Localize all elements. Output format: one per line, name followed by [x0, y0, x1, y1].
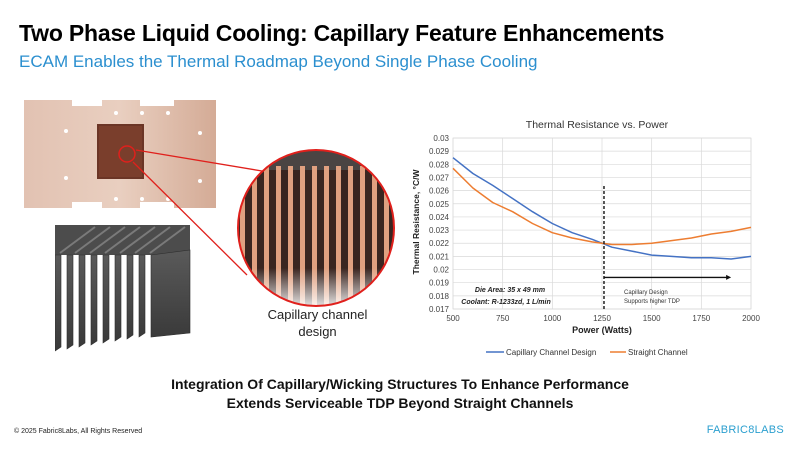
x-axis-ticks: 500 750 1000 1250 1500 1750 2000 [446, 314, 760, 323]
caption-line-1: Capillary channel [267, 307, 368, 322]
y-tick-label: 0.027 [429, 173, 450, 182]
x-tick-label: 1250 [593, 314, 611, 323]
die-area-note: Die Area: 35 x 49 mm [475, 287, 545, 294]
arrow-head-icon [726, 274, 732, 280]
slide-subtitle: ECAM Enables the Thermal Roadmap Beyond … [19, 52, 538, 71]
y-tick-label: 0.025 [429, 200, 450, 209]
y-axis-ticks: 0.017 0.018 0.019 0.02 0.021 0.022 0.023 0.024 0… [429, 134, 450, 314]
thermal-resistance-chart: Thermal Resistance vs. Power 0.0170.0180… [411, 119, 760, 357]
chart-title: Thermal Resistance vs. Power [526, 119, 669, 131]
y-tick-label: 0.029 [429, 147, 450, 156]
y-tick-label: 0.022 [429, 239, 450, 248]
legend-capillary: Capillary Channel Design [506, 348, 596, 357]
capillary-caption: Capillary channel design [250, 306, 385, 340]
capillary-zoom-image [237, 149, 395, 307]
key-takeaway: Integration Of Capillary/Wicking Structu… [0, 375, 800, 413]
chart-legend: Capillary Channel Design Straight Channe… [486, 348, 688, 357]
x-tick-label: 1000 [543, 314, 561, 323]
copyright-notice: © 2025 Fabric8Labs, All Rights Reserved [14, 428, 143, 435]
logo-light: LABS [754, 424, 784, 436]
y-axis-label: Thermal Resistance, °C/W [411, 169, 421, 275]
chart-grid [452, 137, 752, 310]
takeaway-line-2: Extends Serviceable TDP Beyond Straight … [226, 395, 574, 411]
logo-bold: FABRIC8 [706, 424, 755, 436]
x-tick-label: 1500 [643, 314, 661, 323]
y-tick-label: 0.03 [433, 134, 449, 143]
x-tick-label: 500 [446, 314, 460, 323]
series-line-1 [452, 167, 752, 246]
y-tick-label: 0.019 [429, 279, 450, 288]
takeaway-line-1: Integration Of Capillary/Wicking Structu… [171, 376, 629, 392]
x-tick-label: 750 [496, 314, 510, 323]
coolant-note: Coolant: R-1233zd, 1 L/min [461, 299, 550, 306]
fabric8labs-logo: FABRIC8LABS [707, 424, 784, 436]
x-tick-label: 2000 [742, 314, 760, 323]
slide-title: Two Phase Liquid Cooling: Capillary Feat… [19, 20, 665, 46]
chart-annotations: Die Area: 35 x 49 mm Coolant: R-1233zd, … [461, 186, 732, 309]
y-tick-label: 0.021 [429, 252, 450, 261]
y-tick-label: 0.028 [429, 160, 450, 169]
callout-line-2: Supports higher TDP [624, 299, 680, 305]
x-tick-label: 1750 [692, 314, 710, 323]
y-tick-label: 0.018 [429, 292, 450, 301]
x-axis-label: Power (Watts) [572, 325, 632, 335]
chart-series [452, 157, 752, 260]
y-tick-label: 0.023 [429, 226, 450, 235]
callout-line-1: Capillary Design [624, 290, 668, 296]
y-tick-label: 0.024 [429, 213, 450, 222]
cold-plate-image [24, 100, 216, 208]
y-tick-label: 0.026 [429, 187, 450, 196]
legend-straight: Straight Channel [628, 348, 688, 357]
y-tick-label: 0.02 [433, 266, 449, 275]
caption-line-2: design [298, 324, 337, 339]
y-tick-label: 0.017 [429, 305, 450, 314]
fin-stack-image [55, 225, 191, 352]
